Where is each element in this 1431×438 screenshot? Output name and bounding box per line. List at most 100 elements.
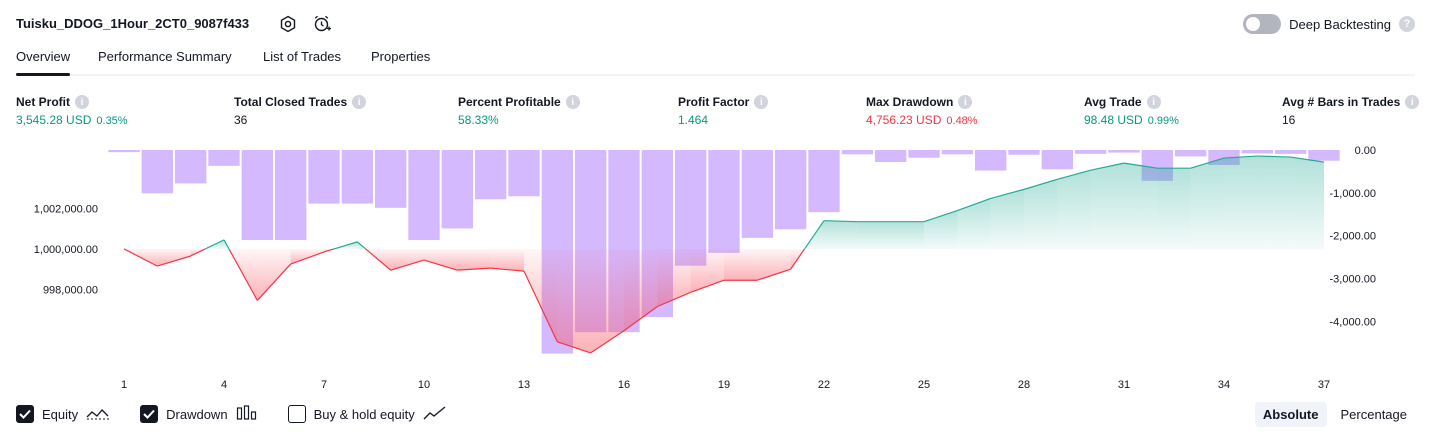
equity-line-segment bbox=[804, 220, 825, 250]
tab-performance-summary[interactable]: Performance Summary bbox=[98, 49, 232, 64]
loss-area bbox=[157, 248, 191, 267]
loss-area bbox=[590, 248, 624, 353]
legend-buy-hold-equity[interactable]: Buy & hold equity bbox=[287, 405, 447, 424]
drawdown-bar bbox=[408, 150, 440, 240]
info-icon[interactable]: i bbox=[352, 95, 367, 109]
legend-label: Equity bbox=[42, 406, 79, 422]
drawdown-bar bbox=[1041, 150, 1073, 170]
metric-label: Total Closed Trades bbox=[234, 95, 348, 109]
drawdown-bar bbox=[775, 150, 807, 230]
percentage-button[interactable]: Percentage bbox=[1340, 406, 1408, 422]
tab-properties[interactable]: Properties bbox=[371, 49, 431, 64]
report-header: Tuisku_DDOG_1Hour_2CT0_9087f433 Deep Bac… bbox=[16, 12, 1415, 36]
equity-line-segment bbox=[1223, 155, 1258, 159]
profit-area bbox=[1124, 163, 1158, 249]
info-icon[interactable]: i bbox=[1146, 95, 1161, 109]
equity-line-segment bbox=[356, 241, 367, 250]
profit-area bbox=[1290, 157, 1324, 249]
metric-percent-profitable: Percent Profitable i 58.33% bbox=[458, 94, 580, 127]
drawdown-bar bbox=[875, 150, 907, 162]
loss-area bbox=[524, 248, 558, 342]
equity-line-segment bbox=[365, 248, 392, 271]
right-axis-label: -1,000.00 bbox=[1330, 188, 1376, 200]
equity-line-segment bbox=[1190, 157, 1225, 169]
equity-drawdown-chart[interactable]: 1,002,000.00 1,000,000.00 998,000.00 0.00 -1… bbox=[0, 0, 1431, 400]
checkbox-checked[interactable] bbox=[140, 405, 159, 423]
drawdown-bar bbox=[908, 150, 940, 158]
drawdown-bar bbox=[1175, 150, 1207, 157]
equity-line-segment bbox=[1257, 155, 1291, 158]
equity-line-segment bbox=[223, 239, 230, 250]
metric-avg-bars-in-trades: Avg # Bars in Trades i 16 bbox=[1282, 94, 1420, 127]
deep-backtesting-toggle[interactable] bbox=[1243, 14, 1282, 34]
profit-area bbox=[990, 189, 1024, 249]
loss-area bbox=[490, 248, 524, 272]
loss-area bbox=[424, 248, 458, 271]
equity-line-segment bbox=[157, 255, 191, 267]
profit-area bbox=[1190, 158, 1224, 249]
drawdown-bar bbox=[241, 150, 273, 240]
x-axis-label: 28 bbox=[1018, 379, 1030, 391]
equity-line-segment bbox=[1090, 162, 1125, 171]
drawdown-bar bbox=[508, 150, 540, 197]
loss-area bbox=[657, 248, 691, 307]
metric-avg-trade: Avg Trade i 98.48 USD 0.99% bbox=[1084, 94, 1179, 127]
x-axis-label: 31 bbox=[1118, 379, 1130, 391]
profit-area bbox=[1224, 156, 1258, 249]
drawdown-bar bbox=[175, 150, 207, 184]
equity-line-segment bbox=[957, 197, 991, 212]
left-axis-label: 1,000,000.00 bbox=[34, 244, 98, 256]
right-axis-label: -2,000.00 bbox=[1330, 231, 1376, 243]
equity-line-segment bbox=[490, 267, 525, 272]
info-icon[interactable]: i bbox=[1405, 95, 1420, 109]
drawdown-bar bbox=[1241, 150, 1273, 154]
loss-area bbox=[390, 248, 424, 271]
x-axis-label: 1 bbox=[121, 379, 127, 391]
metric-net-profit: Net Profit i 3,545.28 USD 0.35% bbox=[16, 94, 128, 127]
deep-backtesting-label: Deep Backtesting bbox=[1289, 16, 1391, 32]
info-icon[interactable]: i bbox=[565, 95, 580, 109]
metric-total-closed-trades: Total Closed Trades i 36 bbox=[234, 94, 367, 127]
loss-area bbox=[757, 248, 791, 281]
chart-axes: 1,002,000.00 1,000,000.00 998,000.00 0.00 -1… bbox=[34, 145, 1376, 391]
absolute-button[interactable]: Absolute bbox=[1254, 401, 1327, 427]
left-axis-label: 1,002,000.00 bbox=[34, 204, 98, 216]
loss-area bbox=[624, 248, 658, 331]
alarm-clock-add-icon[interactable] bbox=[312, 14, 332, 34]
checkbox-unchecked[interactable] bbox=[287, 405, 306, 423]
help-icon[interactable]: ? bbox=[1399, 16, 1415, 32]
equity-line-segment bbox=[590, 330, 625, 354]
x-axis-label: 25 bbox=[918, 379, 930, 391]
info-icon[interactable]: i bbox=[75, 95, 89, 109]
metric-label: Net Profit bbox=[16, 95, 70, 109]
right-axis-label: -4,000.00 bbox=[1330, 316, 1376, 328]
gear-icon[interactable] bbox=[278, 14, 298, 34]
legend-equity[interactable]: Equity bbox=[16, 405, 110, 424]
metric-value: 36 bbox=[234, 113, 248, 127]
checkbox-checked[interactable] bbox=[16, 405, 34, 423]
drawdown-bar bbox=[841, 150, 873, 155]
equity-line-segment bbox=[423, 259, 458, 271]
info-icon[interactable]: i bbox=[754, 95, 769, 109]
drawdown-bar bbox=[1275, 150, 1307, 154]
loss-area bbox=[724, 248, 758, 281]
profit-area bbox=[824, 220, 858, 249]
legend-drawdown[interactable]: Drawdown bbox=[140, 404, 257, 424]
equity-line-segment bbox=[1123, 162, 1158, 169]
drawdown-bar bbox=[708, 150, 740, 253]
chart-legend: Equity Drawdown Buy & hold equity bbox=[16, 403, 477, 425]
tab-overview[interactable]: Overview bbox=[16, 49, 71, 76]
equity-line-segment bbox=[256, 263, 292, 301]
equity-line-icon bbox=[86, 405, 110, 424]
drawdown-bar bbox=[141, 150, 173, 194]
drawdown-bar bbox=[941, 150, 973, 155]
equity-line-segment bbox=[390, 259, 425, 271]
equity-line-segment bbox=[204, 239, 225, 250]
info-icon[interactable]: i bbox=[958, 95, 973, 109]
tab-list-of-trades[interactable]: List of Trades bbox=[263, 49, 342, 64]
drawdown-bar bbox=[741, 150, 773, 238]
profit-area bbox=[957, 198, 991, 249]
x-axis-label: 34 bbox=[1218, 379, 1230, 391]
equity-line-segment bbox=[1290, 156, 1325, 163]
equity-line-segment bbox=[690, 279, 725, 293]
